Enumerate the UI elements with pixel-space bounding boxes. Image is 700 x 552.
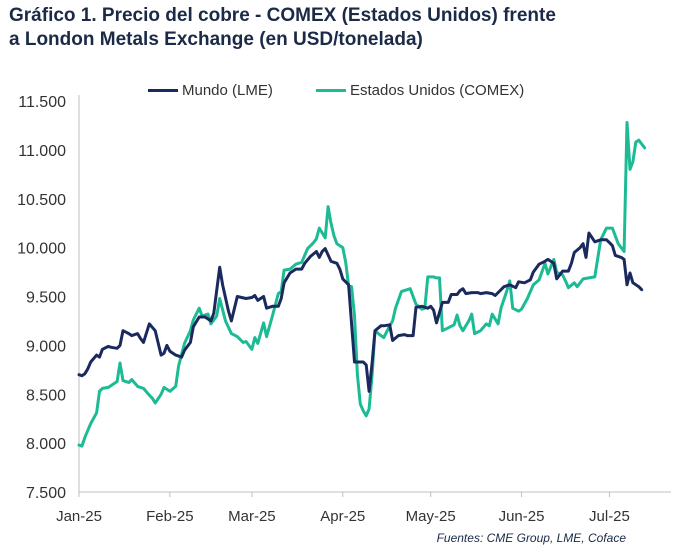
legend-swatch-lme xyxy=(148,89,178,92)
y-tick-label: 7.500 xyxy=(26,485,66,502)
legend-item-lme: Mundo (LME) xyxy=(148,82,273,99)
legend-item-comex: Estados Unidos (COMEX) xyxy=(316,82,524,99)
source-note: Fuentes: CME Group, LME, Coface xyxy=(436,531,626,545)
series-line-lme xyxy=(77,231,644,393)
y-tick-label: 8.500 xyxy=(26,387,66,404)
series-line-comex xyxy=(77,121,647,448)
y-tick-label: 11.500 xyxy=(18,94,66,111)
x-tick-label: Mar-25 xyxy=(228,508,276,525)
chart-title: Gráfico 1. Precio del cobre - COMEX (Est… xyxy=(9,5,556,50)
y-tick-label: 10.000 xyxy=(17,241,66,258)
legend-label-lme: Mundo (LME) xyxy=(182,82,273,99)
legend-swatch-comex xyxy=(316,89,346,92)
y-tick-label: 10.500 xyxy=(17,192,66,209)
series-layer xyxy=(77,121,647,448)
chart-axes: 7.500 8.000 8.500 9.000 9.500 10.000 10.500 11.… xyxy=(17,94,671,525)
x-tick-label: Jun-25 xyxy=(499,508,545,525)
x-tick-label: Apr-25 xyxy=(320,508,365,525)
y-tick-label: 8.000 xyxy=(26,436,66,453)
y-tick-label: 11.000 xyxy=(18,143,66,160)
x-tick-label: May-25 xyxy=(406,508,456,525)
y-tick-label: 9.500 xyxy=(26,290,66,307)
x-tick-label: Jul-25 xyxy=(589,508,630,525)
chart-legend: Mundo (LME) Estados Unidos (COMEX) xyxy=(0,82,700,102)
x-tick-label: Feb-25 xyxy=(146,508,194,525)
y-tick-label: 9.000 xyxy=(26,338,66,355)
x-tick-label: Jan-25 xyxy=(56,508,102,525)
legend-label-comex: Estados Unidos (COMEX) xyxy=(350,82,525,99)
